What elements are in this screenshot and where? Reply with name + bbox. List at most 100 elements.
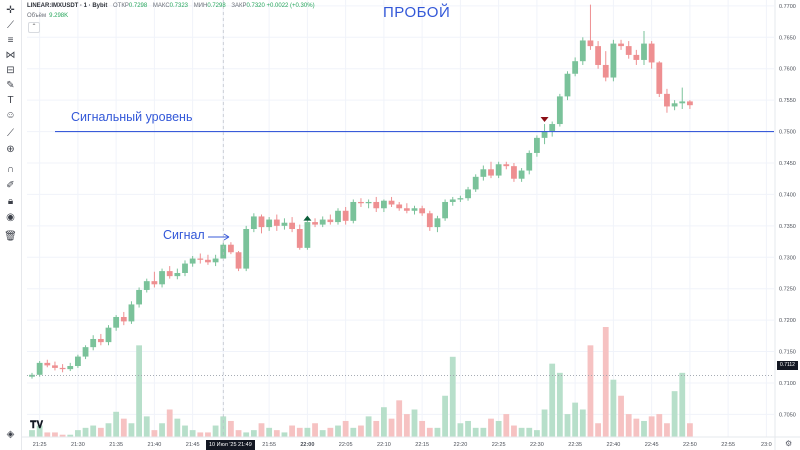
lock-icon[interactable]: 🔒︎ xyxy=(7,196,14,207)
volume-bar xyxy=(273,430,280,437)
eye-icon[interactable]: ◉ xyxy=(6,212,15,223)
magnet-icon[interactable]: ∩ xyxy=(6,164,15,175)
zoom-icon[interactable]: ⊕ xyxy=(6,144,15,155)
y-tick-label: 0.7350 xyxy=(779,224,796,230)
candle-body xyxy=(426,213,433,228)
brush-icon[interactable]: ✎ xyxy=(6,80,15,91)
volume-bar xyxy=(235,430,242,437)
candle-body xyxy=(174,272,181,277)
volume-bar xyxy=(656,414,663,437)
volume-bar xyxy=(526,427,533,437)
candle-body xyxy=(449,199,456,202)
candle-body xyxy=(105,327,112,343)
candle xyxy=(235,250,242,272)
candle-body xyxy=(319,219,326,225)
candle xyxy=(419,205,426,216)
volume-bar xyxy=(664,423,670,437)
candle-body xyxy=(388,200,395,205)
close-label: ЗАКР xyxy=(231,3,247,9)
candle-body xyxy=(618,43,624,47)
volume-bar xyxy=(426,427,433,437)
volume-bar xyxy=(579,409,586,437)
candle-body xyxy=(90,338,97,348)
candle xyxy=(518,168,525,182)
candle-body xyxy=(151,281,158,285)
settings-gear-icon[interactable]: ⚙ xyxy=(785,439,793,448)
candle-body xyxy=(511,166,517,179)
candle-body xyxy=(220,244,227,259)
volume-bar xyxy=(618,395,624,437)
candle xyxy=(189,256,196,267)
candle-body xyxy=(250,216,257,229)
volume-bar xyxy=(396,400,403,437)
x-tick-label: 22:50 xyxy=(683,442,697,448)
trash-icon[interactable]: 🗑︎ xyxy=(4,231,17,242)
fib-icon[interactable]: ≡ xyxy=(7,35,14,46)
open-value: 0.7298 xyxy=(128,3,148,9)
candle xyxy=(258,214,265,234)
candle-body xyxy=(457,198,464,200)
collapse-legend-button[interactable]: ⌃ xyxy=(28,22,40,33)
candle xyxy=(52,361,58,371)
volume-bar xyxy=(197,432,204,437)
candle-body xyxy=(258,216,265,228)
candle xyxy=(136,287,142,308)
candle-body xyxy=(442,201,448,219)
candle-body xyxy=(273,219,280,226)
candle-body xyxy=(411,208,418,211)
volume-bar xyxy=(44,432,51,437)
volume-bar xyxy=(595,423,601,437)
candle xyxy=(618,39,624,50)
candle xyxy=(212,254,219,267)
candle xyxy=(633,49,640,65)
volume-bar xyxy=(365,416,372,437)
candle-body xyxy=(472,176,479,190)
price-chart[interactable]: 0.7050 0.7100 0.7150 0.7200 0.7250 0.7300 0.73… xyxy=(22,0,800,450)
lock-draw-icon[interactable]: ✐ xyxy=(6,180,15,191)
candle xyxy=(687,100,693,109)
candle-body xyxy=(296,228,303,248)
candle-body xyxy=(342,210,349,221)
ruler-icon[interactable]: ⟋ xyxy=(7,128,14,139)
volume-label: Объём xyxy=(27,13,47,19)
signal-arrow-head xyxy=(223,233,230,241)
volume-bar xyxy=(289,425,295,437)
text-icon[interactable]: T xyxy=(7,95,14,106)
crosshair-icon[interactable]: ✛ xyxy=(6,5,15,16)
current-price-badge: 0.7112 xyxy=(777,361,798,370)
layers-icon[interactable]: ◈ xyxy=(6,429,15,440)
candle-body xyxy=(36,362,43,375)
x-tick-label: 22:15 xyxy=(415,442,429,448)
candle xyxy=(381,199,387,213)
volume-bar xyxy=(457,423,464,437)
candle-body xyxy=(59,367,66,370)
candle-body xyxy=(633,54,640,60)
trend-line-icon[interactable]: ⟋ xyxy=(7,20,14,31)
candle xyxy=(549,121,556,137)
drawing-toolbar: ✛ ⟋ ≡ ⋈ ⊟ ✎ T ☺ ⟋ ⊕ ∩ ✐ 🔒︎ ◉ 🗑︎ ◈ xyxy=(0,0,22,450)
candle xyxy=(449,196,456,206)
pattern-icon[interactable]: ⋈ xyxy=(5,50,16,61)
forecast-icon[interactable]: ⊟ xyxy=(6,65,15,76)
volume-bar xyxy=(572,402,579,437)
candle-body xyxy=(687,101,693,106)
volume-bar xyxy=(228,420,234,437)
candle xyxy=(281,218,288,230)
candle xyxy=(97,333,104,346)
candle-body xyxy=(189,258,196,264)
candle xyxy=(36,360,43,377)
volume-bar xyxy=(679,372,686,437)
buy-marker xyxy=(303,215,312,221)
x-tick-label: 22:25 xyxy=(492,442,506,448)
candle xyxy=(205,254,211,265)
volume-bar xyxy=(633,418,640,437)
candle xyxy=(220,242,227,259)
x-tick-label: 21:55 xyxy=(262,442,276,448)
emoji-icon[interactable]: ☺ xyxy=(5,110,16,121)
chart-title: ПРОБОЙ xyxy=(383,4,451,21)
candle-body xyxy=(664,93,670,107)
high-label: МАКС xyxy=(152,3,170,9)
candle-body xyxy=(266,219,273,228)
volume-bar xyxy=(113,411,120,437)
candle xyxy=(495,161,502,179)
